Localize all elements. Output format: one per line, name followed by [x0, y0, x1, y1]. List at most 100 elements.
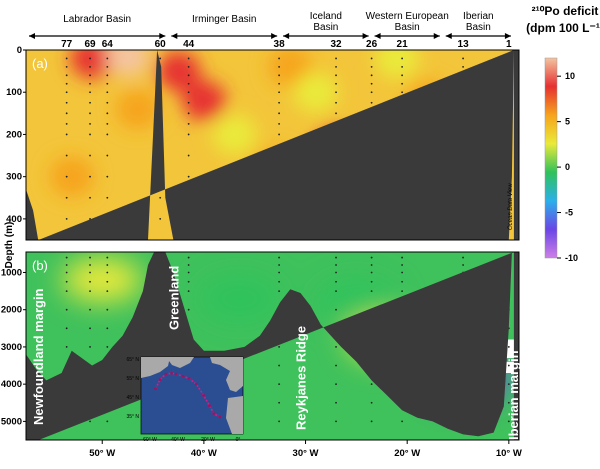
sample-dot — [462, 264, 464, 266]
sample-dot — [106, 280, 109, 283]
sample-dot — [278, 101, 281, 104]
basin-arrowhead-right — [159, 33, 166, 39]
cruise-station — [212, 412, 216, 416]
sample-dot — [335, 383, 337, 386]
sample-dot — [462, 256, 464, 259]
sample-dot — [65, 256, 68, 259]
sample-dot — [65, 57, 68, 60]
sample-dot — [507, 420, 510, 423]
sample-dot — [89, 154, 91, 157]
x-tick-label: 50° W — [89, 448, 115, 459]
sample-dot — [401, 264, 404, 266]
sample-dot — [370, 82, 373, 85]
sample-dot — [65, 346, 68, 348]
sample-dot — [278, 290, 281, 292]
y-tick-label: 0 — [17, 45, 22, 56]
sample-dot — [106, 308, 109, 311]
inset-land-greenland — [166, 357, 194, 368]
sample-dot — [187, 57, 190, 60]
sample-dot — [106, 346, 109, 348]
sample-dot — [370, 264, 373, 266]
sample-dot — [401, 290, 404, 292]
colorbar: ²¹⁰Po deficit (dpm 100 L⁻¹) 10 5 0 -5 -10 — [526, 4, 600, 263]
basin-arrowhead-left — [29, 33, 35, 39]
station-label: 13 — [458, 39, 470, 50]
sample-dot — [65, 196, 68, 199]
sample-dot — [187, 101, 190, 104]
basin-headers: Labrador Basin Irminger Basin IcelandBasin… — [29, 11, 511, 39]
inset-land-europe — [210, 357, 243, 392]
feature-label: Newfoundland margin — [31, 288, 46, 425]
sample-dot — [89, 122, 91, 125]
station-label: 21 — [397, 39, 409, 50]
sample-dot — [507, 364, 510, 367]
inset-lon-label: 60° W — [143, 437, 157, 443]
sample-dot — [159, 217, 162, 220]
field-hotspot — [293, 72, 338, 113]
sample-dot — [462, 57, 464, 60]
cruise-station — [170, 371, 174, 375]
sample-dot — [65, 101, 68, 104]
sample-dot — [370, 280, 373, 283]
y-axis-ticks: 0 100 200 300 400 1000 2000 3000 4000 5000 — [1, 45, 26, 427]
inset-cruise-track — [154, 371, 222, 419]
sample-dot — [106, 327, 109, 330]
sample-dot — [370, 271, 373, 274]
basin-label: Labrador Basin — [63, 14, 131, 25]
sample-dot — [89, 133, 91, 136]
sample-dot — [106, 420, 109, 423]
panel-label-a: (a) — [32, 56, 48, 71]
sample-dot — [401, 271, 404, 274]
sample-dot — [65, 91, 68, 94]
y-axis-label: Depth (m) — [4, 222, 15, 269]
bathymetry-upper — [26, 50, 519, 240]
field-hotspot — [105, 50, 150, 77]
basin-label: Iceland — [310, 11, 342, 22]
y-tick-label: 4000 — [1, 379, 22, 390]
sample-dot — [187, 154, 190, 157]
field-hotspot — [115, 89, 160, 130]
sample-dot — [65, 280, 68, 283]
sample-dot — [335, 101, 337, 104]
sample-dot — [65, 133, 68, 136]
sample-dot — [335, 82, 337, 85]
sample-dot — [370, 420, 373, 423]
field-hotspot — [70, 50, 115, 79]
sample-dot — [106, 82, 109, 85]
sample-dot — [335, 308, 337, 311]
lower-panel — [25, 251, 520, 441]
upper-panel — [25, 49, 520, 241]
basin-label: Western European — [366, 11, 449, 22]
sample-dot — [159, 196, 162, 199]
sample-dot — [401, 91, 404, 94]
x-tick-label: 10° W — [496, 448, 522, 459]
sample-dot — [335, 280, 337, 283]
sample-dot — [106, 290, 109, 292]
sample-dot — [507, 346, 510, 348]
sample-dot — [65, 74, 68, 77]
cruise-station — [218, 415, 222, 419]
sample-dot — [106, 256, 109, 259]
sample-dot — [401, 57, 404, 60]
sample-dot — [335, 290, 337, 292]
feature-label: Greenland — [166, 266, 181, 330]
sample-dot — [335, 91, 337, 94]
inset-lon-label: 20° W — [201, 437, 215, 443]
sample-dot — [335, 65, 337, 68]
y-tick-label: 400 — [6, 214, 22, 225]
feature-labels: Newfoundland margin Greenland Reykjanes Ri… — [31, 266, 521, 440]
sample-dot — [187, 82, 190, 85]
sample-dot — [89, 346, 91, 348]
sample-dot — [187, 175, 190, 178]
sample-dot — [335, 401, 337, 404]
sample-dot — [278, 364, 281, 367]
sample-dot — [89, 101, 91, 104]
inset-land-north-america — [141, 357, 170, 378]
inset-lon-label: 0° — [236, 437, 241, 443]
upper-bathymetry — [26, 50, 519, 240]
sample-dot — [89, 196, 91, 199]
x-tick-label: 20° W — [394, 448, 420, 459]
sample-dot — [89, 327, 91, 330]
inset-map: 65° N 55° N 45° N 35° N 60° W 40° W 20° W 0° — [126, 356, 244, 443]
bathymetry-upper-margin — [26, 189, 39, 240]
